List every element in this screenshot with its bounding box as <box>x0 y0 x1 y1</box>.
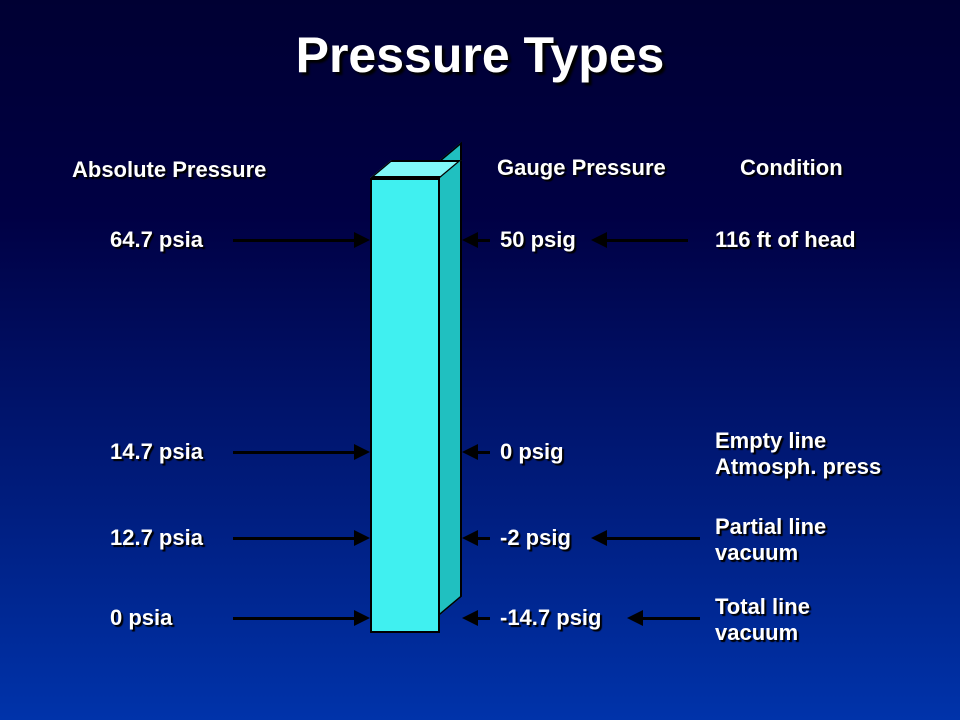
arrow-head-right-icon <box>354 530 370 546</box>
arrow-line <box>233 537 354 540</box>
pillar-front <box>370 178 440 633</box>
absolute-value: 0 psia <box>110 605 172 631</box>
gauge-value: -14.7 psig <box>500 605 601 631</box>
heading-gauge: Gauge Pressure <box>497 155 666 181</box>
condition-value: Total line vacuum <box>715 594 810 646</box>
arrow-head-left-icon <box>462 232 478 248</box>
absolute-value: 14.7 psia <box>110 439 203 465</box>
arrow-head-left-icon <box>591 232 607 248</box>
gauge-value: -2 psig <box>500 525 571 551</box>
condition-value: Empty line Atmosph. press <box>715 428 881 480</box>
pressure-pillar <box>370 178 460 633</box>
condition-value: 116 ft of head <box>715 227 856 253</box>
arrow-line <box>478 239 490 242</box>
gauge-value: 0 psig <box>500 439 564 465</box>
arrow-head-right-icon <box>354 444 370 460</box>
heading-absolute: Absolute Pressure <box>72 157 266 183</box>
pillar-side <box>440 142 462 615</box>
arrow-head-left-icon <box>627 610 643 626</box>
arrow-head-left-icon <box>462 444 478 460</box>
arrow-line <box>478 537 490 540</box>
arrow-head-left-icon <box>462 610 478 626</box>
arrow-head-left-icon <box>591 530 607 546</box>
heading-condition: Condition <box>740 155 843 181</box>
arrow-line <box>643 617 700 620</box>
main-title: Pressure Types <box>0 26 960 84</box>
arrow-head-right-icon <box>354 610 370 626</box>
condition-value: Partial line vacuum <box>715 514 826 566</box>
arrow-line <box>233 451 354 454</box>
gauge-value: 50 psig <box>500 227 576 253</box>
arrow-line <box>478 451 490 454</box>
arrow-head-left-icon <box>462 530 478 546</box>
arrow-line <box>478 617 490 620</box>
arrow-head-right-icon <box>354 232 370 248</box>
arrow-line <box>607 537 700 540</box>
absolute-value: 64.7 psia <box>110 227 203 253</box>
arrow-line <box>233 239 354 242</box>
arrow-line <box>607 239 688 242</box>
arrow-line <box>233 617 354 620</box>
absolute-value: 12.7 psia <box>110 525 203 551</box>
